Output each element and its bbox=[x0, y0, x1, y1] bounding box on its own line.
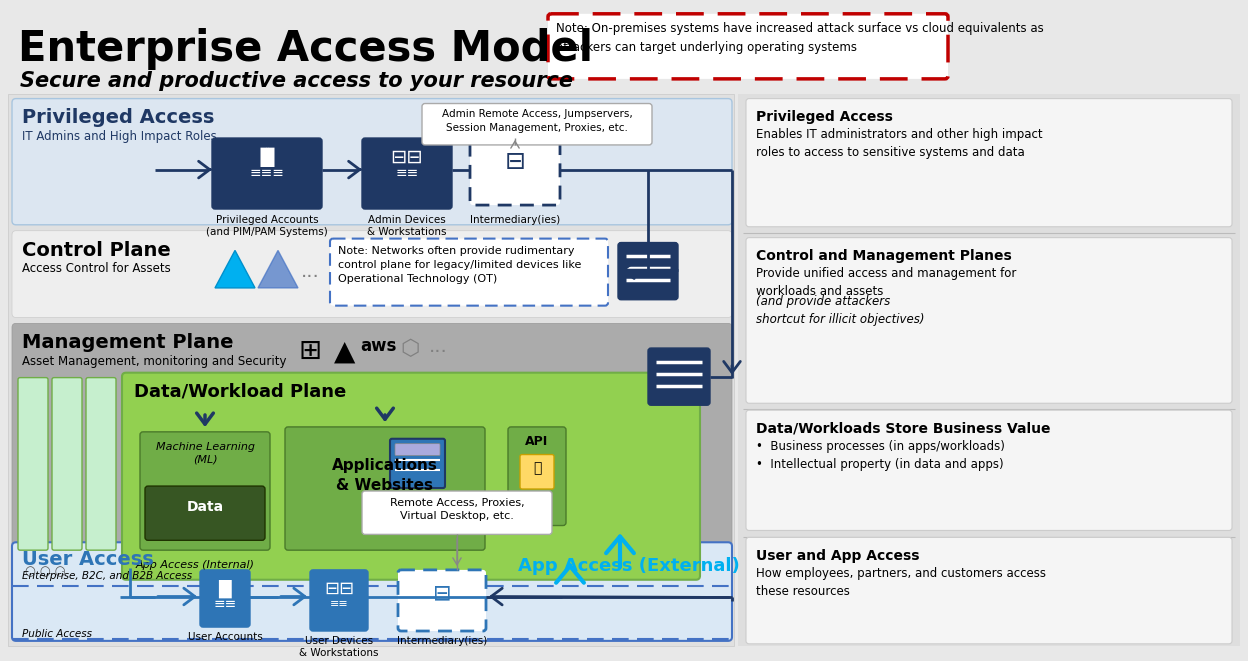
Text: Admin Remote Access, Jumpservers,
Session Management, Proxies, etc.: Admin Remote Access, Jumpservers, Sessio… bbox=[442, 110, 633, 133]
Polygon shape bbox=[258, 251, 298, 288]
Text: Remote Access, Proxies,
Virtual Desktop, etc.: Remote Access, Proxies, Virtual Desktop,… bbox=[389, 498, 524, 521]
Polygon shape bbox=[215, 251, 255, 288]
Text: Provide unified access and management for
workloads and assets: Provide unified access and management fo… bbox=[756, 267, 1016, 298]
Text: ⊟⊟: ⊟⊟ bbox=[324, 580, 354, 598]
Text: User Access: User Access bbox=[22, 550, 154, 569]
FancyBboxPatch shape bbox=[86, 377, 116, 550]
Text: Privileged Access: Privileged Access bbox=[22, 108, 215, 128]
Text: Applications
& Websites: Applications & Websites bbox=[332, 459, 438, 493]
Text: ○ ○ ○: ○ ○ ○ bbox=[25, 565, 66, 578]
Text: Management Plane: Management Plane bbox=[22, 333, 233, 352]
Text: App Access (External): App Access (External) bbox=[518, 557, 740, 575]
FancyBboxPatch shape bbox=[362, 138, 452, 209]
FancyBboxPatch shape bbox=[746, 410, 1232, 530]
Text: (and provide attackers
shortcut for illicit objectives): (and provide attackers shortcut for illi… bbox=[756, 295, 925, 326]
FancyBboxPatch shape bbox=[200, 570, 250, 627]
Text: •  Business processes (in apps/workloads)
•  Intellectual property (in data and : • Business processes (in apps/workloads)… bbox=[756, 440, 1005, 471]
Text: ▐▌: ▐▌ bbox=[252, 148, 282, 167]
Text: API: API bbox=[525, 435, 549, 447]
FancyBboxPatch shape bbox=[618, 243, 678, 299]
Text: ···: ··· bbox=[428, 343, 447, 362]
FancyBboxPatch shape bbox=[746, 537, 1232, 644]
FancyBboxPatch shape bbox=[470, 138, 560, 205]
FancyBboxPatch shape bbox=[648, 348, 710, 405]
FancyBboxPatch shape bbox=[7, 94, 734, 646]
Text: ···: ··· bbox=[301, 268, 319, 287]
Text: ▐▌: ▐▌ bbox=[211, 580, 238, 598]
Text: Machine Learning
(ML): Machine Learning (ML) bbox=[156, 442, 255, 464]
FancyBboxPatch shape bbox=[422, 104, 651, 145]
Text: Access Control for Assets: Access Control for Assets bbox=[22, 262, 171, 275]
Text: App Access (Internal): App Access (Internal) bbox=[136, 560, 255, 570]
FancyBboxPatch shape bbox=[12, 98, 733, 225]
Text: ≡≡: ≡≡ bbox=[396, 166, 418, 180]
Text: Asset Management, monitoring and Security: Asset Management, monitoring and Securit… bbox=[22, 355, 287, 368]
Text: ≡≡: ≡≡ bbox=[213, 598, 237, 611]
Text: ⊞: ⊞ bbox=[298, 337, 322, 365]
FancyBboxPatch shape bbox=[362, 491, 552, 534]
Text: ≡≡≡: ≡≡≡ bbox=[250, 166, 285, 180]
FancyBboxPatch shape bbox=[12, 323, 733, 602]
FancyBboxPatch shape bbox=[398, 570, 485, 631]
FancyBboxPatch shape bbox=[212, 138, 322, 209]
FancyBboxPatch shape bbox=[12, 542, 733, 641]
Text: Control Plane: Control Plane bbox=[22, 241, 171, 260]
FancyBboxPatch shape bbox=[389, 439, 446, 488]
Text: User Accounts: User Accounts bbox=[187, 632, 262, 642]
Text: Control and Management Planes: Control and Management Planes bbox=[756, 249, 1012, 264]
FancyBboxPatch shape bbox=[145, 486, 265, 540]
FancyBboxPatch shape bbox=[329, 239, 608, 305]
Text: Enterprise Access Model: Enterprise Access Model bbox=[17, 28, 593, 69]
Text: ⊟: ⊟ bbox=[504, 150, 525, 174]
FancyBboxPatch shape bbox=[746, 237, 1232, 403]
Text: Admin Devices
& Workstations: Admin Devices & Workstations bbox=[367, 215, 447, 237]
FancyBboxPatch shape bbox=[396, 444, 441, 455]
Text: 🔒: 🔒 bbox=[533, 461, 542, 475]
Text: Enterprise, B2C, and B2B Access: Enterprise, B2C, and B2B Access bbox=[22, 571, 192, 581]
Text: Data/Workloads Store Business Value: Data/Workloads Store Business Value bbox=[756, 422, 1051, 436]
Text: aws: aws bbox=[359, 337, 396, 355]
FancyBboxPatch shape bbox=[508, 427, 567, 525]
Text: ⬡: ⬡ bbox=[401, 339, 419, 359]
Text: How employees, partners, and customers access
these resources: How employees, partners, and customers a… bbox=[756, 567, 1046, 598]
Text: ≡≡: ≡≡ bbox=[329, 600, 348, 609]
Text: IT Admins and High Impact Roles: IT Admins and High Impact Roles bbox=[22, 130, 217, 143]
Text: User and App Access: User and App Access bbox=[756, 549, 920, 563]
FancyBboxPatch shape bbox=[140, 432, 270, 550]
FancyBboxPatch shape bbox=[310, 570, 368, 631]
Text: Secure and productive access to your resource: Secure and productive access to your res… bbox=[20, 71, 573, 91]
Text: Data: Data bbox=[186, 500, 223, 514]
FancyBboxPatch shape bbox=[548, 14, 948, 79]
Text: ⊟⊟: ⊟⊟ bbox=[391, 148, 423, 167]
Text: User Devices
& Workstations: User Devices & Workstations bbox=[300, 636, 378, 658]
Text: ⊟: ⊟ bbox=[433, 584, 452, 603]
Text: Enables IT administrators and other high impact
roles to access to sensitive sys: Enables IT administrators and other high… bbox=[756, 128, 1042, 159]
Text: Note: Networks often provide rudimentary
control plane for legacy/limited device: Note: Networks often provide rudimentary… bbox=[338, 247, 582, 284]
FancyBboxPatch shape bbox=[738, 94, 1241, 646]
Text: Data/Workload Plane: Data/Workload Plane bbox=[134, 383, 346, 401]
FancyBboxPatch shape bbox=[17, 377, 47, 550]
FancyBboxPatch shape bbox=[520, 455, 554, 489]
Text: Note: On-premises systems have increased attack surface vs cloud equivalents as
: Note: On-premises systems have increased… bbox=[557, 22, 1043, 54]
Text: Privileged Access: Privileged Access bbox=[756, 110, 892, 124]
Text: ▲: ▲ bbox=[334, 337, 356, 365]
FancyBboxPatch shape bbox=[746, 98, 1232, 227]
FancyBboxPatch shape bbox=[285, 427, 485, 550]
Text: Intermediary(ies): Intermediary(ies) bbox=[470, 215, 560, 225]
FancyBboxPatch shape bbox=[12, 231, 733, 317]
FancyBboxPatch shape bbox=[122, 373, 700, 580]
Text: Public Access: Public Access bbox=[22, 629, 92, 639]
Text: Intermediary(ies): Intermediary(ies) bbox=[397, 636, 487, 646]
Text: Privileged Accounts
(and PIM/PAM Systems): Privileged Accounts (and PIM/PAM Systems… bbox=[206, 215, 328, 237]
FancyBboxPatch shape bbox=[52, 377, 82, 550]
